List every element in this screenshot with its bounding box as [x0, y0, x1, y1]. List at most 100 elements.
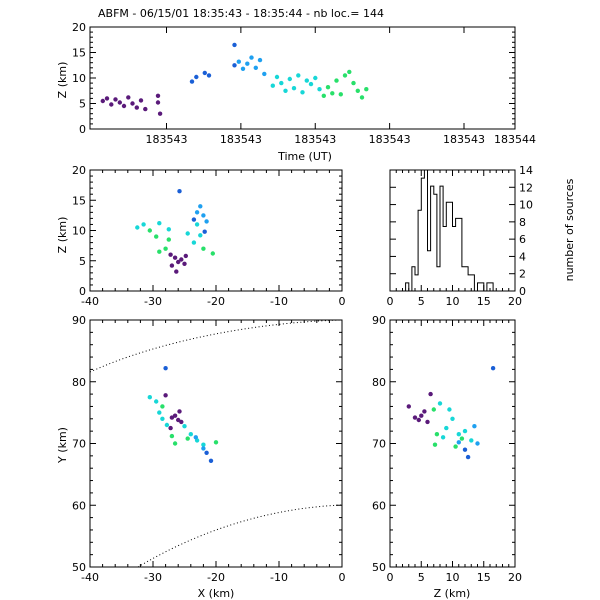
xz-point — [163, 246, 168, 251]
xy-point — [182, 424, 187, 429]
zy-point — [444, 425, 449, 431]
xy-point — [201, 442, 206, 447]
xy-point — [188, 432, 193, 437]
x-y-xlabel: X (km) — [198, 587, 235, 600]
histogram-bar — [481, 283, 484, 291]
xz-point — [210, 251, 215, 256]
hist-xtick-label: 0 — [387, 295, 394, 308]
zy-point — [465, 454, 471, 460]
xz-point — [141, 222, 146, 227]
time-height-xlabel: Time (UT) — [277, 150, 332, 163]
th-xtick-label: 183543 — [369, 133, 411, 146]
th-point — [202, 70, 207, 76]
xy-point — [169, 415, 175, 420]
xz-ytick-label: 10 — [72, 225, 86, 238]
xz-point — [191, 240, 197, 245]
th-point — [304, 78, 309, 83]
histogram-bar — [437, 267, 440, 291]
th-point — [121, 103, 127, 109]
xz-point — [157, 221, 162, 226]
zy-xtick-label: 5 — [418, 571, 425, 584]
zy-ytick-label: 60 — [372, 499, 386, 512]
th-ytick-label: 0 — [79, 123, 86, 136]
hist-ytick-label: 10 — [519, 199, 533, 212]
xz-point — [177, 189, 182, 194]
th-point — [291, 86, 297, 91]
xy-xtick-label: -10 — [270, 571, 288, 584]
xy-xtick-label: -30 — [144, 571, 162, 584]
xy-xtick-label: 0 — [339, 571, 346, 584]
th-point — [313, 75, 318, 81]
zy-point — [440, 435, 446, 440]
zy-point — [456, 432, 461, 437]
histogram-bar — [456, 218, 459, 291]
xz-point — [194, 222, 200, 227]
xy-ytick-label: 60 — [72, 499, 86, 512]
figure-title: ABFM - 06/15/01 18:35:43 - 18:35:44 - nb… — [98, 7, 384, 20]
th-point — [279, 80, 284, 86]
xy-point — [201, 446, 206, 451]
xy-point — [160, 404, 165, 409]
xy-ytick-label: 90 — [72, 314, 86, 327]
xy-point — [193, 435, 198, 440]
zy-xtick-label: 0 — [387, 571, 394, 584]
x-z-ylabel: Z (km) — [56, 217, 69, 254]
z-y-xlabel: Z (km) — [434, 587, 471, 600]
xy-ytick-label: 70 — [72, 438, 86, 451]
xz-point — [204, 219, 209, 224]
xz-point — [191, 217, 197, 222]
xy-ytick-label: 50 — [72, 561, 86, 574]
xz-point — [179, 257, 184, 262]
zy-point — [416, 417, 421, 423]
xz-ytick-label: 20 — [72, 164, 86, 177]
xy-point — [147, 395, 152, 400]
th-point — [138, 98, 144, 103]
th-point — [359, 95, 365, 100]
xz-point — [198, 204, 203, 209]
zy-point — [475, 441, 480, 446]
xz-point — [174, 269, 179, 274]
th-point — [245, 61, 250, 66]
th-point — [300, 90, 305, 95]
hist-ytick-label: 6 — [519, 233, 526, 246]
th-point — [100, 98, 106, 104]
histogram-bar — [468, 275, 471, 291]
th-xtick-label: 183544 — [494, 133, 536, 146]
xz-point — [183, 253, 188, 259]
th-point — [287, 76, 292, 82]
x-z-panel: -40 -30 -20 -10 0 0 5 10 15 20 Z (km) — [56, 164, 346, 308]
th-point — [296, 73, 301, 78]
xz-point — [172, 255, 178, 260]
xz-point — [147, 228, 152, 233]
histogram-frame — [389, 169, 516, 292]
x-z-frame — [89, 169, 343, 292]
xy-point — [168, 425, 173, 431]
xz-xtick-label: -40 — [81, 295, 99, 308]
xy-point — [179, 419, 184, 425]
zy-point — [425, 419, 430, 425]
zy-point — [472, 424, 477, 429]
zy-xtick-label: 20 — [508, 571, 522, 584]
xz-point — [176, 259, 181, 265]
xy-point — [157, 410, 162, 415]
zy-point — [490, 366, 496, 371]
xy-point — [177, 409, 182, 414]
xy-ytick-label: 80 — [72, 376, 86, 389]
xy-point — [213, 440, 219, 445]
th-ytick-label: 5 — [79, 98, 86, 111]
histogram-outline — [405, 169, 500, 292]
xz-point — [202, 229, 207, 234]
xy-point — [185, 436, 190, 441]
hist-ytick-label: 8 — [519, 216, 526, 229]
th-point — [317, 87, 322, 92]
histogram-bar — [428, 251, 431, 291]
th-point — [308, 81, 314, 87]
xy-point — [208, 458, 214, 463]
th-point — [134, 105, 139, 110]
time-height-frame — [89, 26, 516, 130]
xz-ytick-label: 5 — [79, 255, 86, 268]
hist-ytick-label: 0 — [519, 285, 526, 298]
th-point — [334, 78, 339, 83]
zy-point — [434, 432, 440, 437]
th-point — [270, 83, 275, 88]
